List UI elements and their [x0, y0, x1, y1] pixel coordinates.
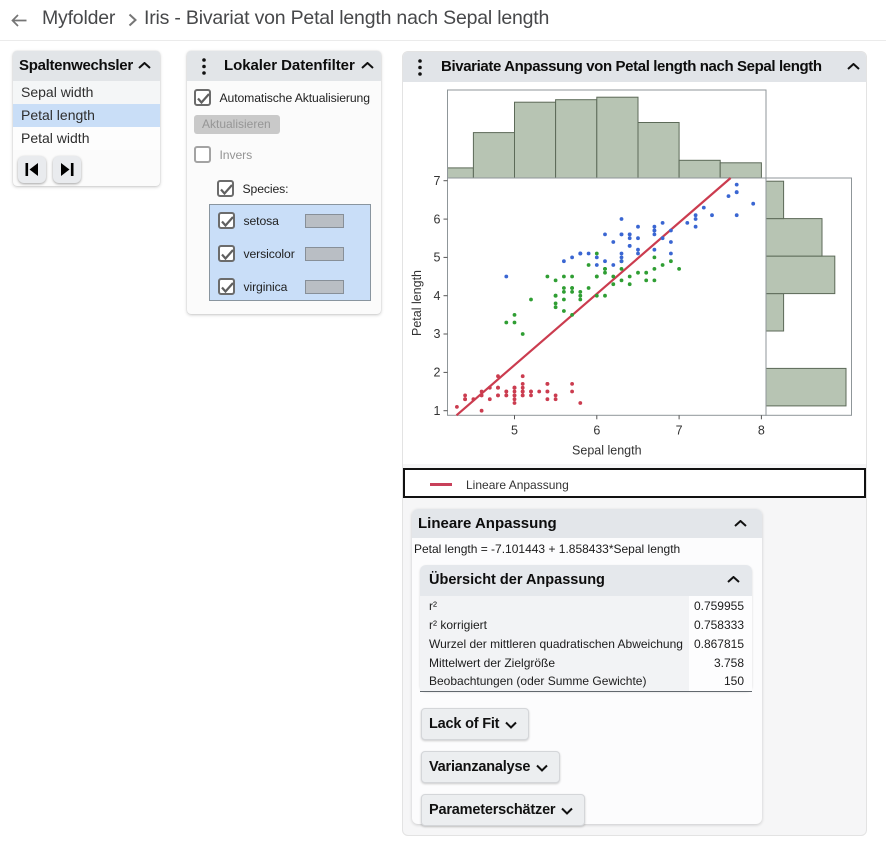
svg-text:4: 4: [434, 289, 441, 303]
svg-text:7: 7: [676, 423, 683, 437]
svg-text:Petal length: Petal length: [410, 270, 424, 336]
svg-text:6: 6: [593, 423, 600, 437]
svg-text:2: 2: [434, 366, 441, 380]
svg-text:6: 6: [434, 212, 441, 226]
svg-text:7: 7: [434, 174, 441, 188]
svg-text:8: 8: [758, 423, 765, 437]
svg-text:5: 5: [434, 251, 441, 265]
svg-text:1: 1: [434, 404, 441, 418]
svg-text:3: 3: [434, 327, 441, 341]
svg-text:Sepal length: Sepal length: [572, 443, 642, 457]
svg-text:5: 5: [511, 423, 518, 437]
